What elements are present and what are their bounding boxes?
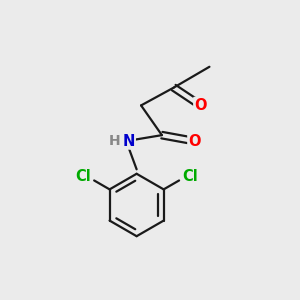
Text: O: O — [188, 134, 201, 148]
Text: H: H — [109, 134, 121, 148]
Text: Cl: Cl — [75, 169, 91, 184]
Text: Cl: Cl — [182, 169, 198, 184]
Text: N: N — [122, 134, 135, 148]
Text: O: O — [194, 98, 207, 113]
